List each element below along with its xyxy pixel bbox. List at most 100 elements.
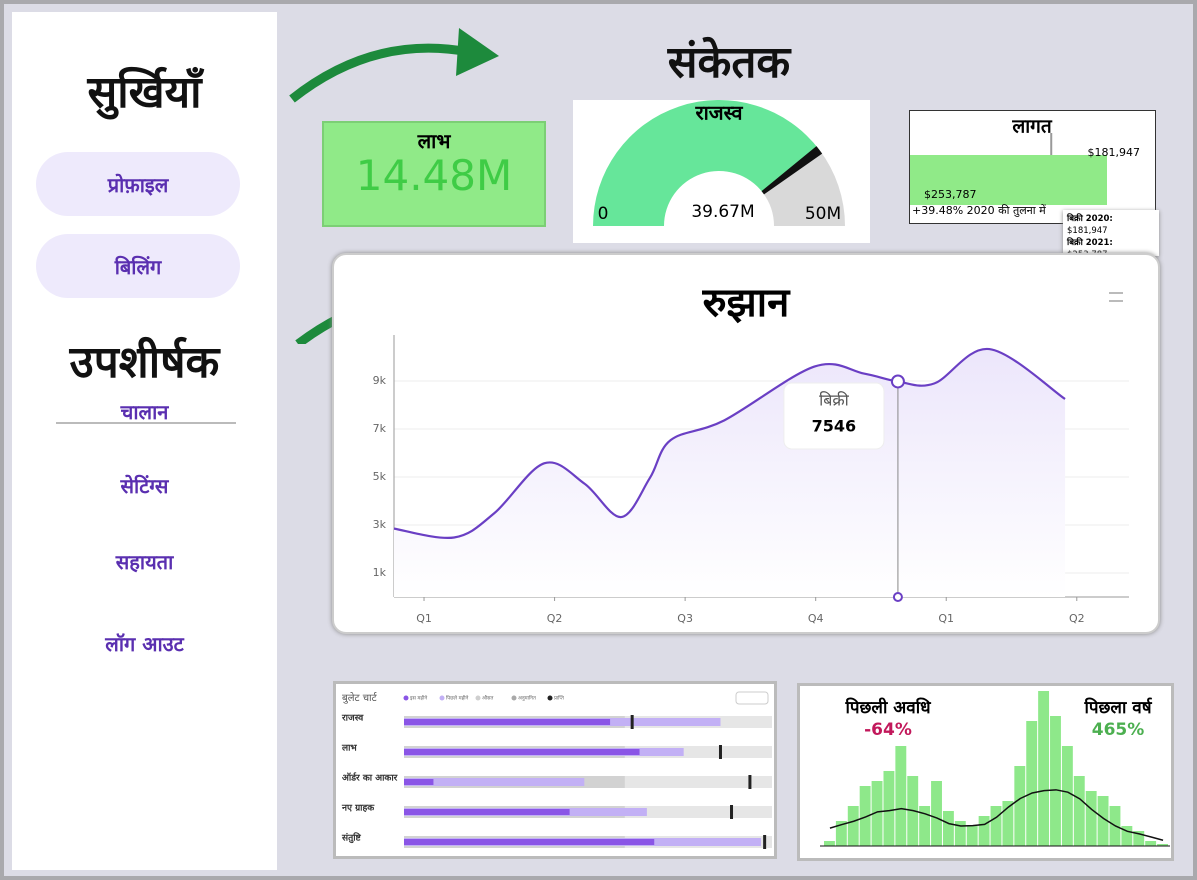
legend-dot — [547, 695, 553, 701]
sidebar-title: सुर्खियाँ — [87, 67, 202, 118]
hist-bar — [1026, 721, 1038, 846]
gauge-value-label: 39.67M — [691, 202, 754, 222]
legend-label: पिछले महीने — [446, 695, 469, 702]
hist-bar — [1002, 801, 1014, 846]
current-bar — [404, 809, 570, 815]
gauge-max: 50M — [805, 204, 841, 224]
current-bar — [404, 839, 655, 845]
right-label: पिछला वर्ष — [1083, 697, 1152, 718]
nav-item[interactable]: प्रोफ़ाइल — [36, 152, 240, 216]
cost-label: $181,947 — [1088, 146, 1141, 159]
right-value: 465% — [1092, 720, 1145, 740]
target — [718, 745, 722, 759]
hist-bar — [895, 746, 907, 846]
hist-bar — [919, 806, 931, 846]
page: सुर्खियाँ प्रोफ़ाइल बिलिंग उपशीर्षक चाला… — [4, 4, 1193, 876]
cost-card: लागत $181,947 $253,787 +39.48% 2020 की तुलन… — [909, 110, 1156, 224]
row-label: ऑर्डर का आकार — [342, 772, 398, 784]
density-curve — [829, 789, 1164, 841]
area — [394, 348, 1066, 597]
legend-label: औसत — [482, 695, 493, 702]
nav-link[interactable]: लॉग आउट — [105, 632, 184, 656]
hist-bar — [1145, 841, 1157, 846]
trend-card: रुझान 1k 3k 5k 7k 9k Q1 Q2 Q3 Q4 Q1 Q2 बिक्री 7546 — [332, 253, 1160, 634]
y-tick-label: 9k — [373, 374, 387, 387]
target — [748, 775, 752, 789]
hover-foot — [892, 592, 903, 602]
left-value: -64% — [864, 720, 912, 740]
target — [630, 715, 634, 729]
x-tick-label: Q1 — [938, 612, 954, 625]
gauge-min: 0 — [598, 204, 609, 224]
nav-link[interactable]: सेटिंग्स — [120, 474, 169, 498]
target — [763, 835, 767, 849]
hist-bar — [1073, 776, 1085, 846]
legend-label: प्राप्ति — [554, 695, 564, 702]
tooltip-label: बिक्री — [819, 391, 850, 410]
nav-link[interactable]: सहायता — [115, 550, 174, 574]
hist-bar — [978, 816, 990, 846]
hist-bar — [847, 806, 859, 846]
tooltip-label: बिक्री 2021: — [1067, 238, 1113, 248]
sidebar: सुर्खियाँ प्रोफ़ाइल बिलिंग उपशीर्षक चाला… — [12, 12, 277, 870]
tooltip-value: $181,947 — [1067, 226, 1108, 236]
gauge-card: राजस्व 0 50M 39.67M — [573, 100, 870, 243]
line — [393, 347, 1066, 540]
row-label: नए ग्राहक — [341, 804, 375, 814]
gauge-value — [593, 100, 820, 226]
cost-label: $253,787 — [924, 188, 977, 201]
hist-bar — [1061, 746, 1073, 846]
bullet-card: बुलेट चार्ट इस महीने पिछले महीने औसत अनुमानि… — [333, 681, 777, 859]
hist-bar — [954, 821, 966, 846]
sidebar-subtitle: उपशीर्षक — [69, 337, 220, 388]
header-title: संकेतक — [667, 37, 791, 88]
hist-bar — [931, 781, 942, 846]
y-tick-label: 3k — [373, 518, 387, 531]
row-label: लाभ — [341, 744, 357, 754]
cost-change: +39.48% 2020 की तुलना में — [912, 204, 1046, 217]
nav-link[interactable]: चालान — [120, 400, 169, 424]
legend-dot — [511, 695, 517, 701]
tooltip-label: बिक्री 2020: — [1067, 214, 1113, 224]
nav-item[interactable]: बिलिंग — [36, 234, 240, 298]
gauge-needle — [761, 146, 823, 195]
hist-bar — [1038, 691, 1050, 846]
tooltip-value: 7546 — [812, 417, 857, 436]
hist-bar — [1133, 831, 1145, 846]
legend-dot — [439, 695, 445, 701]
x-tick-label: Q4 — [808, 612, 824, 625]
gauge-track — [762, 149, 845, 226]
y-tick-label: 5k — [373, 470, 387, 483]
previous-bar — [404, 778, 585, 786]
legend-label: अनुमानित — [518, 695, 536, 702]
filter-icon — [1109, 292, 1123, 302]
y-tick-label: 1k — [373, 566, 387, 579]
tooltip-box — [783, 382, 885, 450]
hist-bar — [990, 806, 1002, 846]
cost-bar — [910, 155, 1107, 205]
legend-label: इस महीने — [410, 695, 427, 702]
current-bar — [404, 719, 611, 725]
chart-title: रुझान — [702, 280, 792, 326]
hist-bar — [824, 841, 835, 846]
hist-bar — [1157, 844, 1168, 846]
hist-bar — [1097, 796, 1109, 846]
legend-dot — [475, 695, 481, 701]
left-label: पिछली अवधि — [844, 697, 932, 718]
gauge-title: राजस्व — [694, 101, 743, 125]
target — [730, 805, 734, 819]
hist-bar — [1121, 826, 1133, 846]
bullet-title: बुलेट चार्ट — [342, 692, 378, 704]
row-label: संतुष्टि — [341, 832, 362, 844]
tooltip-row: बिक्री 2020: $181,947 — [1067, 213, 1155, 237]
cost-tooltip: बिक्री 2020: $181,947 बिक्री 2021: $253,7… — [1063, 210, 1159, 272]
menu-button — [735, 691, 769, 705]
hist-bar — [883, 771, 895, 846]
current-bar — [404, 749, 640, 755]
x-tick-label: Q2 — [1069, 612, 1085, 625]
hist-bar — [1050, 716, 1061, 846]
hist-bar — [871, 781, 883, 846]
hist-bar — [1014, 766, 1026, 846]
y-tick-label: 7k — [373, 422, 387, 435]
